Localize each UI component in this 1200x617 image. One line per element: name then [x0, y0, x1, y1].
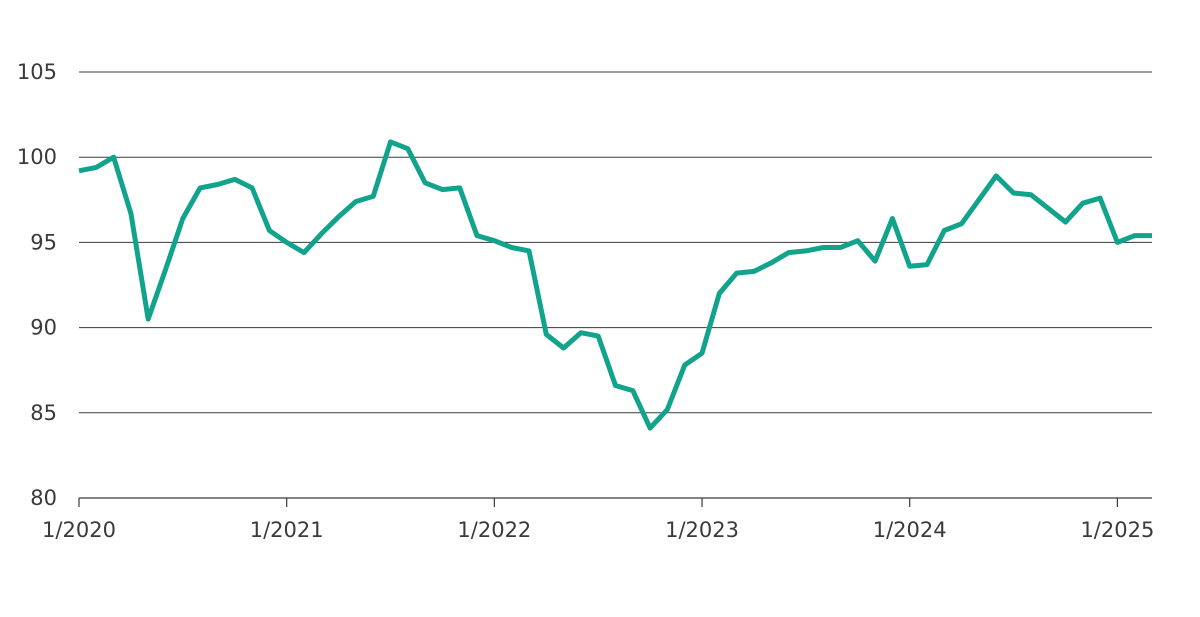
y-tick-label: 105	[17, 60, 57, 84]
x-tick-label: 1/2021	[250, 518, 324, 542]
x-axis-tick-labels: 1/2020 1/2021 1/2022 1/2023 1/2024 1/2025	[42, 518, 1154, 542]
y-tick-label: 85	[30, 401, 57, 425]
x-tick-label: 1/2025	[1080, 518, 1154, 542]
x-tick-label: 1/2024	[873, 518, 947, 542]
x-tick-label: 1/2023	[665, 518, 739, 542]
y-tick-label: 80	[30, 486, 57, 510]
x-axis	[78, 497, 1152, 507]
series-layer	[78, 139, 1152, 431]
y-tick-label: 90	[30, 316, 57, 340]
series-line-0	[78, 139, 1152, 431]
x-tick-label: 1/2020	[42, 518, 116, 542]
y-axis-tick-labels: 80 85 90 95 100 105	[17, 60, 57, 510]
y-tick-label: 100	[17, 145, 57, 169]
y-tick-label: 95	[30, 230, 57, 254]
x-tick-label: 1/2022	[457, 518, 531, 542]
grid-lines	[79, 71, 1152, 414]
